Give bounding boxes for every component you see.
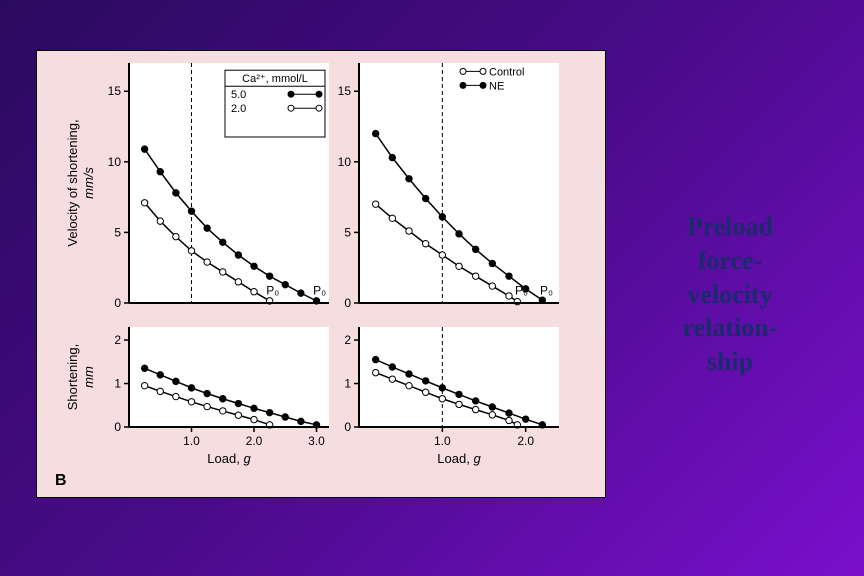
svg-text:P₀: P₀ xyxy=(313,284,326,298)
svg-text:2.0: 2.0 xyxy=(517,434,534,448)
svg-text:5: 5 xyxy=(344,225,351,239)
slide-caption: Preloadforce-velocityrelation-ship xyxy=(640,210,820,379)
svg-text:Velocity of shortening,: Velocity of shortening, xyxy=(65,119,80,246)
svg-text:B: B xyxy=(55,472,67,489)
caption-line: velocity xyxy=(640,278,820,312)
svg-text:mm/s: mm/s xyxy=(81,167,96,199)
svg-text:2: 2 xyxy=(344,333,351,347)
caption-line: Preload xyxy=(640,210,820,244)
svg-text:P₀: P₀ xyxy=(515,284,528,298)
svg-text:1.0: 1.0 xyxy=(183,434,200,448)
svg-text:3.0: 3.0 xyxy=(308,434,325,448)
svg-text:0: 0 xyxy=(114,296,121,310)
svg-text:1: 1 xyxy=(114,377,121,391)
caption-line: force- xyxy=(640,244,820,278)
svg-text:P₀: P₀ xyxy=(266,284,279,298)
svg-text:1.0: 1.0 xyxy=(434,434,451,448)
svg-text:0: 0 xyxy=(114,420,121,434)
svg-text:2: 2 xyxy=(114,333,121,347)
svg-text:0: 0 xyxy=(344,420,351,434)
caption-line: relation- xyxy=(640,311,820,345)
figure-svg: 051015Velocity of shortening,mm/sP₀P₀Ca²… xyxy=(37,51,607,499)
figure-panel: 051015Velocity of shortening,mm/sP₀P₀Ca²… xyxy=(36,50,606,498)
svg-text:10: 10 xyxy=(108,155,122,169)
svg-text:15: 15 xyxy=(108,84,122,98)
svg-text:Load, g: Load, g xyxy=(437,451,481,466)
svg-text:5: 5 xyxy=(114,225,121,239)
svg-text:NE: NE xyxy=(489,80,504,92)
svg-text:mm: mm xyxy=(81,366,96,388)
svg-text:Load, g: Load, g xyxy=(207,451,251,466)
svg-text:Shortening,: Shortening, xyxy=(65,344,80,411)
svg-text:15: 15 xyxy=(338,84,352,98)
svg-text:P₀: P₀ xyxy=(540,284,553,298)
svg-text:2.0: 2.0 xyxy=(231,103,246,115)
svg-text:10: 10 xyxy=(338,155,352,169)
svg-text:Ca²⁺, mmol/L: Ca²⁺, mmol/L xyxy=(242,73,308,85)
svg-text:1: 1 xyxy=(344,377,351,391)
svg-text:2.0: 2.0 xyxy=(246,434,263,448)
svg-text:0: 0 xyxy=(344,296,351,310)
svg-text:5.0: 5.0 xyxy=(231,89,246,101)
caption-line: ship xyxy=(640,345,820,379)
svg-text:Control: Control xyxy=(489,66,524,78)
